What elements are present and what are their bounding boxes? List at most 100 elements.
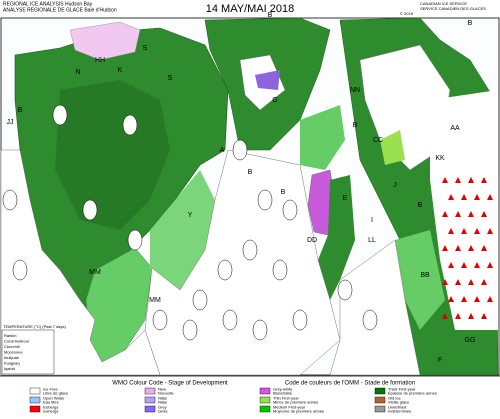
- legend-label: Icebergs: [43, 405, 58, 410]
- region-label: DD: [307, 237, 317, 244]
- iceberg-symbol: [474, 228, 480, 234]
- station-name: Churchill: [4, 344, 20, 349]
- legend-label: New: [158, 387, 166, 392]
- iceberg-symbol: [455, 313, 461, 319]
- region-label: MM: [149, 297, 161, 304]
- iceberg-symbol: [487, 262, 493, 268]
- region-label: F: [438, 357, 442, 364]
- map-layer: [0, 17, 499, 376]
- legend-label-fr: Nilas: [158, 400, 167, 405]
- egg-code: [222, 309, 238, 331]
- region-label: A: [220, 147, 225, 154]
- legend-swatch: [29, 396, 41, 404]
- legend-label-fr: Blanchâtre: [273, 391, 293, 396]
- legend-title-fr: Code de couleurs de l'OMM - Stade de for…: [285, 381, 415, 387]
- ice-area: [55, 80, 170, 230]
- region-label: K: [118, 67, 123, 74]
- legend-swatch: [259, 405, 271, 413]
- temperature-table: [1, 329, 55, 375]
- iceberg-symbol: [442, 177, 448, 183]
- iceberg-symbol: [487, 194, 493, 200]
- iceberg-symbol: [455, 245, 461, 251]
- egg-code: [217, 259, 233, 281]
- region-label: N: [75, 69, 80, 76]
- legend-label: Grey: [158, 405, 167, 410]
- egg-code: [232, 139, 248, 161]
- ice-area: [255, 70, 280, 90]
- legend-swatch: [259, 387, 271, 395]
- ice-area: [150, 170, 215, 300]
- iceberg-symbol: [481, 313, 487, 319]
- region-label: B: [418, 202, 423, 209]
- iceberg-symbol: [468, 279, 474, 285]
- ice-area: [69, 21, 141, 61]
- region-label: S: [168, 75, 173, 82]
- legend-label-fr: Libre de glace: [43, 391, 69, 396]
- egg-code: [127, 229, 143, 251]
- iceberg-symbol: [448, 194, 454, 200]
- egg-code: [252, 319, 268, 341]
- egg-code: [192, 289, 208, 311]
- region-label: CC: [373, 137, 383, 144]
- egg-code: [2, 189, 18, 211]
- legend-label-fr: Moyenne de première année: [273, 409, 325, 414]
- iceberg-symbol: [487, 296, 493, 302]
- legend-label: Grey-white: [273, 387, 293, 392]
- region-label: AA: [450, 125, 460, 132]
- region-label: I: [371, 217, 373, 224]
- legend-label-fr: Épaisse de première année: [388, 391, 438, 396]
- iceberg-symbol: [448, 228, 454, 234]
- egg-code: [282, 199, 298, 221]
- iceberg-symbol: [474, 296, 480, 302]
- station-name: Inukjuak: [4, 355, 19, 360]
- station-name: Kuujjuaq: [4, 361, 20, 366]
- egg-code: [52, 104, 68, 126]
- egg-code: [152, 309, 168, 331]
- egg-code: [292, 309, 308, 331]
- legend-swatch: [374, 405, 386, 413]
- egg-code: [122, 114, 138, 136]
- legend-label-fr: Icebergs: [43, 409, 58, 414]
- header-agency-fr: SERVICE CANADIEN DES GLACES: [420, 6, 486, 11]
- iceberg-symbol: [442, 211, 448, 217]
- legend-label-fr: Grise: [158, 409, 168, 414]
- iceberg-symbol: [461, 194, 467, 200]
- region-label: Y: [188, 212, 193, 219]
- header-title: REGIONAL ICE ANALYSIS Hudson Bay: [3, 1, 93, 7]
- station-name: Iqaluit: [4, 366, 16, 371]
- region-label: BB: [420, 272, 430, 279]
- legend-label: Nilas: [158, 396, 167, 401]
- iceberg-symbol: [461, 262, 467, 268]
- region-label: LL: [368, 237, 376, 244]
- egg-code: [82, 199, 98, 221]
- legend-swatch: [144, 396, 156, 404]
- region-label: B: [353, 122, 358, 129]
- ice-area: [318, 175, 355, 300]
- table-title: TEMPERATURE (°C) (Past 7 days): [3, 324, 67, 329]
- header-agency: CANADIAN ICE SERVICE: [420, 1, 467, 6]
- legend-label: Undefined: [388, 405, 406, 410]
- ice-area: [395, 230, 445, 330]
- legend-label-fr: Eau libre: [43, 400, 60, 405]
- iceberg-symbol: [468, 177, 474, 183]
- legend-label-fr: Vieille glace: [388, 400, 410, 405]
- iceberg-symbol: [448, 296, 454, 302]
- legend-swatch: [29, 405, 41, 413]
- region-label: J: [393, 182, 397, 189]
- legend-label-fr: Mince de première année: [273, 400, 319, 405]
- land: [329, 239, 421, 376]
- legend-label: Old Ice: [388, 396, 401, 401]
- header-date: 14 MAY/MAI 2018: [206, 3, 294, 15]
- iceberg-symbol: [442, 313, 448, 319]
- iceberg-symbol: [468, 245, 474, 251]
- legend-swatch: [29, 387, 41, 395]
- legend-label: Thin First-year: [273, 396, 299, 401]
- iceberg-symbol: [474, 194, 480, 200]
- egg-code: [362, 309, 378, 331]
- legend-swatch: [144, 387, 156, 395]
- iceberg-symbol: [442, 279, 448, 285]
- legend-label: Ice Free: [43, 387, 58, 392]
- legend-label-fr: Nouvelle: [158, 391, 174, 396]
- egg-code: [242, 239, 258, 261]
